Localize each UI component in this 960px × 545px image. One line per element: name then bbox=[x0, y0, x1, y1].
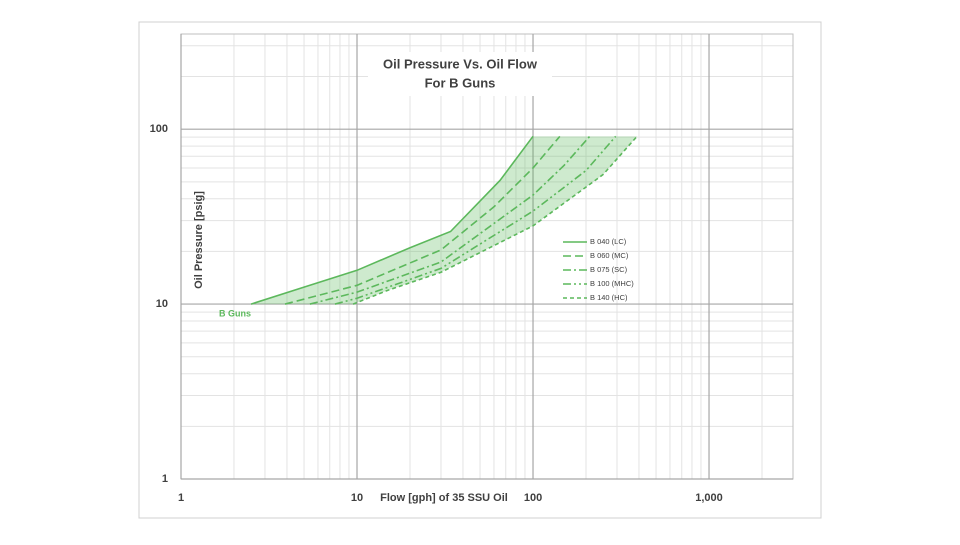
x-tick-label: 1,000 bbox=[695, 492, 723, 504]
grid bbox=[180, 33, 794, 480]
legend-label: B 100 (MHC) bbox=[590, 279, 634, 288]
y-tick-label: 1 bbox=[162, 473, 168, 485]
band-fill bbox=[251, 136, 638, 305]
x-tick-label: 10 bbox=[351, 492, 363, 504]
marks bbox=[250, 135, 638, 305]
x-axis-label: Flow [gph] of 35 SSU Oil bbox=[380, 492, 508, 504]
series-line bbox=[284, 135, 561, 305]
title-box bbox=[368, 52, 552, 96]
y-tick-label: 100 bbox=[150, 123, 168, 135]
series-line bbox=[334, 135, 617, 305]
legend-label: B 075 (SC) bbox=[590, 265, 628, 274]
y-axis-label: Oil Pressure [psig] bbox=[193, 191, 205, 289]
y-tick-label: 10 bbox=[156, 298, 168, 310]
series-line bbox=[352, 135, 638, 305]
legend-label: B 040 (LC) bbox=[590, 237, 627, 246]
legend-label: B 140 (HC) bbox=[590, 293, 628, 302]
chart-title: Oil Pressure Vs. Oil Flow bbox=[383, 56, 538, 71]
series-line bbox=[309, 135, 591, 305]
annotation: B Guns bbox=[219, 308, 251, 318]
chart-subtitle: For B Guns bbox=[425, 75, 496, 90]
series-line bbox=[250, 135, 534, 305]
x-tick-label: 100 bbox=[524, 492, 542, 504]
x-tick-label: 1 bbox=[178, 492, 184, 504]
legend-label: B 060 (MC) bbox=[590, 251, 629, 260]
